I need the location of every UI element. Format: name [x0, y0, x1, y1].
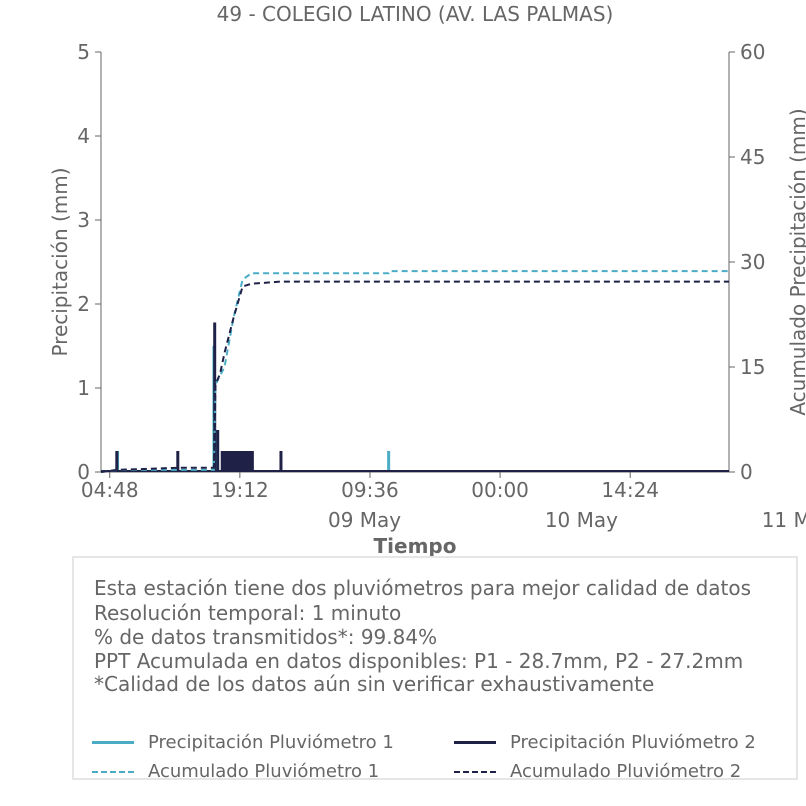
legend-label: Precipitación Pluviómetro 1: [148, 732, 394, 753]
y-tick-label-right: 30: [740, 250, 765, 274]
legend-item-precip-p2: Precipitación Pluviómetro 2: [454, 732, 756, 753]
legend-label: Acumulado Pluviómetro 2: [510, 761, 742, 782]
info-line-stations: Esta estación tiene dos pluviómetros par…: [94, 576, 752, 600]
chart-series: [100, 270, 729, 473]
info-line-resolution: Resolución temporal: 1 minuto: [94, 601, 402, 625]
precip-cluster: [222, 451, 253, 472]
accumulated-line: [100, 280, 729, 473]
y-tick-label-left: 5: [77, 40, 90, 64]
legend-swatch-dashed-teal: [92, 770, 134, 773]
y-tick-label-left: 3: [77, 208, 90, 232]
y-tick-label-left: 4: [77, 124, 90, 148]
y-tick-label-right: 60: [740, 40, 765, 64]
y-tick-label-left: 2: [77, 292, 90, 316]
x-date-label: 11 May: [762, 508, 806, 532]
x-date-label: 09 May: [328, 508, 401, 532]
y-tick-label-left: 1: [77, 376, 90, 400]
x-date-label: 10 May: [545, 508, 618, 532]
info-line-transmitted: % de datos transmitidos*: 99.84%: [94, 625, 438, 649]
x-tick-label: 14:24: [601, 478, 659, 502]
legend-label: Acumulado Pluviómetro 1: [148, 761, 380, 782]
info-box: Esta estación tiene dos pluviómetros par…: [72, 556, 798, 782]
info-line-accumulated: PPT Acumulada en datos disponibles: P1 -…: [94, 649, 744, 673]
accumulated-line: [100, 270, 729, 473]
legend-item-accum-p1: Acumulado Pluviómetro 1: [92, 761, 379, 782]
y-tick-label-right: 0: [740, 460, 753, 484]
legend-swatch-solid-teal: [92, 741, 134, 744]
x-tick-label: 00:00: [471, 478, 529, 502]
x-axis-label: Tiempo: [374, 534, 457, 558]
y-tick-label-right: 15: [740, 355, 765, 379]
y-tick-label-left: 0: [77, 460, 90, 484]
y-axis-left-label: Precipitación (mm): [48, 167, 72, 356]
legend-item-accum-p2: Acumulado Pluviómetro 2: [454, 761, 741, 782]
info-line-quality: *Calidad de los datos aún sin verificar …: [94, 672, 655, 696]
legend-item-precip-p1: Precipitación Pluviómetro 1: [92, 732, 394, 753]
legend-swatch-dashed-navy: [454, 770, 496, 773]
x-tick-label: 04:48: [81, 478, 139, 502]
chart-title: 49 - COLEGIO LATINO (AV. LAS PALMAS): [217, 2, 614, 26]
legend-label: Precipitación Pluviómetro 2: [510, 732, 756, 753]
y-tick-label-right: 45: [740, 145, 765, 169]
y-axis-right-label: Acumulado Precipitación (mm): [786, 108, 806, 415]
legend-swatch-solid-navy: [454, 741, 496, 744]
x-tick-label: 19:12: [211, 478, 269, 502]
x-tick-label: 09:36: [341, 478, 399, 502]
